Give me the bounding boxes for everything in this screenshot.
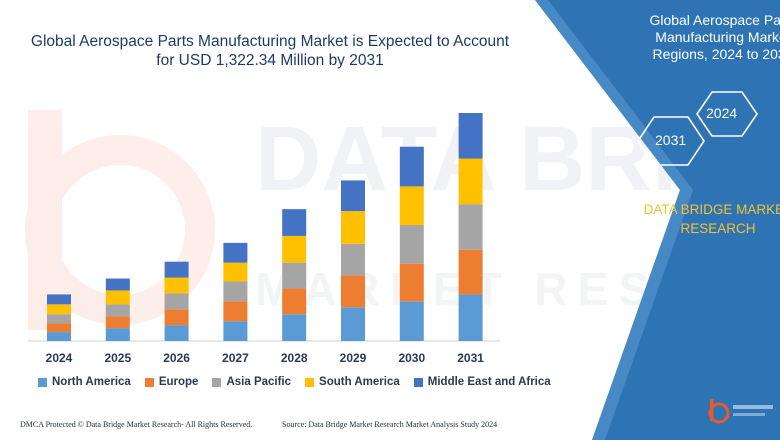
bar-2024-series-4 xyxy=(47,294,71,305)
legend-swatch xyxy=(413,377,423,387)
chart-title: Global Aerospace Parts Manufacturing Mar… xyxy=(30,33,510,69)
bar-2028-series-3 xyxy=(282,235,307,263)
bar-2027-series-1 xyxy=(223,301,248,322)
x-tick-label: 2025 xyxy=(104,351,131,365)
footer-source: Source: Data Bridge Market Research Mark… xyxy=(282,420,498,429)
stacked-bar-chart: 2024 2025 2026 2027 2028 2029 2030 2031 xyxy=(28,113,500,365)
bar-2029-series-0 xyxy=(341,307,365,341)
bar-2030-series-3 xyxy=(399,186,424,226)
bar-2026-series-1 xyxy=(164,309,189,326)
bar-2028-series-2 xyxy=(282,262,307,289)
bar-2027-series-2 xyxy=(223,281,248,302)
bar-2028-series-4 xyxy=(282,209,307,236)
bar-2027-series-0 xyxy=(223,321,248,341)
company-logo xyxy=(708,399,773,424)
bar-2029-series-4 xyxy=(341,180,365,212)
legend-label: Asia Pacific xyxy=(226,376,292,388)
legend-label: North America xyxy=(52,376,131,388)
bar-2024-series-2 xyxy=(47,314,71,324)
bar-2029-series-1 xyxy=(341,275,365,308)
bar-2028-series-1 xyxy=(282,288,307,315)
legend-item: South America xyxy=(305,376,400,388)
bar-2030-series-0 xyxy=(399,301,424,341)
legend-swatch xyxy=(38,377,47,387)
legend-swatch xyxy=(144,377,154,387)
x-tick-label: 2028 xyxy=(281,351,308,365)
legend-item: Europe xyxy=(144,376,199,388)
bar-2025-series-0 xyxy=(105,328,130,341)
legend-label: Europe xyxy=(158,376,199,388)
bar-2031-series-0 xyxy=(458,294,483,341)
legend-label: Middle East and Africa xyxy=(427,376,551,388)
bar-2026-series-3 xyxy=(164,277,189,294)
hex-label-2024: 2024 xyxy=(706,105,738,121)
chart-legend: North America Europe Asia Pacific South Ame… xyxy=(38,376,551,388)
bar-2031-series-1 xyxy=(458,249,483,295)
bar-2027-series-3 xyxy=(223,262,248,282)
bar-2030-series-4 xyxy=(399,146,424,187)
side-panel-title: Global Aerospace Parts Manufacturing Mar… xyxy=(649,12,780,62)
legend-swatch xyxy=(212,377,222,387)
bar-2029-series-3 xyxy=(341,211,365,244)
x-tick-label: 2027 xyxy=(222,351,249,365)
legend-label: South America xyxy=(319,376,400,388)
x-tick-label: 2026 xyxy=(163,351,190,365)
x-tick-label: 2031 xyxy=(457,351,484,365)
bar-2026-series-0 xyxy=(164,325,189,341)
bar-2024-series-1 xyxy=(47,323,71,333)
bar-2025-series-2 xyxy=(105,304,130,317)
bar-2026-series-2 xyxy=(164,293,189,310)
bar-2024-series-0 xyxy=(47,332,71,341)
legend-item: Asia Pacific xyxy=(212,376,291,388)
bar-2025-series-4 xyxy=(105,278,130,291)
bar-2026-series-4 xyxy=(164,261,189,278)
legend-item: Middle East and Africa xyxy=(413,376,551,388)
bar-2025-series-1 xyxy=(105,316,130,329)
bar-2030-series-1 xyxy=(399,263,424,302)
x-tick-label: 2029 xyxy=(340,351,367,365)
bar-2027-series-4 xyxy=(223,242,248,263)
x-tick-label: 2024 xyxy=(46,351,73,365)
x-tick-label: 2030 xyxy=(398,351,425,365)
bar-2028-series-0 xyxy=(282,314,307,341)
bar-2031-series-4 xyxy=(458,113,483,159)
bar-2031-series-2 xyxy=(458,204,483,250)
bar-2024-series-3 xyxy=(47,304,71,315)
legend-swatch xyxy=(305,377,315,387)
legend-item: North America xyxy=(38,376,131,388)
footer-copyright: DMCA Protected © Data Bridge Market Rese… xyxy=(20,420,253,429)
bar-2025-series-3 xyxy=(105,290,130,305)
bar-2030-series-2 xyxy=(399,225,424,264)
hex-label-2031: 2031 xyxy=(655,132,687,148)
bar-2031-series-3 xyxy=(458,158,483,205)
bar-2029-series-2 xyxy=(341,243,365,276)
brand-name: DATA BRIDGE MARKET RESEARCH xyxy=(643,202,780,236)
